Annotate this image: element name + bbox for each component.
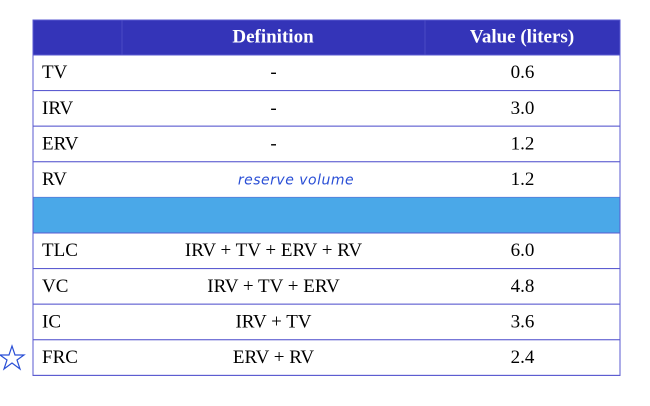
table-cell: TV	[42, 62, 68, 83]
table-cell: TLC	[42, 240, 78, 261]
table-cell: -	[270, 98, 276, 119]
header-cell: Value (liters)	[470, 26, 574, 47]
table-cell: 4.8	[511, 276, 535, 297]
table-cell: 3.6	[511, 311, 535, 332]
table-row	[32, 303, 621, 341]
table-cell: ERV	[42, 133, 79, 154]
table-cell: RV	[42, 169, 67, 190]
table-body: TV - 0.6 IRV - 3.0 ERV - 1.2 RV reserve volume 1.2 T…	[32, 19, 621, 376]
table-row	[32, 232, 621, 270]
table-cell: -	[270, 133, 276, 154]
table-row	[32, 161, 621, 198]
table-row	[32, 268, 621, 305]
table-row	[32, 125, 621, 163]
table-cell: IC	[42, 311, 61, 332]
table-cell: IRV	[42, 98, 73, 119]
table-row	[32, 54, 621, 92]
table-cell: 6.0	[511, 240, 535, 261]
table-cell: FRC	[42, 347, 78, 368]
table-cell: ERV + RV	[233, 347, 315, 368]
table-cell: 1.2	[511, 169, 535, 190]
table-cell: 2.4	[511, 347, 535, 368]
separator-row	[33, 197, 620, 233]
header-bar	[33, 20, 620, 55]
table-cell: 1.2	[511, 133, 535, 154]
table-cell: IRV + TV + ERV + RV	[185, 240, 362, 261]
handwritten-note: reserve volume	[238, 173, 354, 189]
table-cell: -	[270, 62, 276, 83]
table-cell: IRV + TV	[235, 311, 311, 332]
star-annotation	[0, 344, 26, 371]
table-cell: IRV + TV + ERV	[207, 276, 340, 297]
table-border	[32, 19, 621, 376]
header-cell: Definition	[232, 26, 314, 47]
table-cell: 3.0	[511, 98, 535, 119]
table-cell: VC	[42, 276, 68, 297]
table-cell: 0.6	[511, 62, 535, 83]
